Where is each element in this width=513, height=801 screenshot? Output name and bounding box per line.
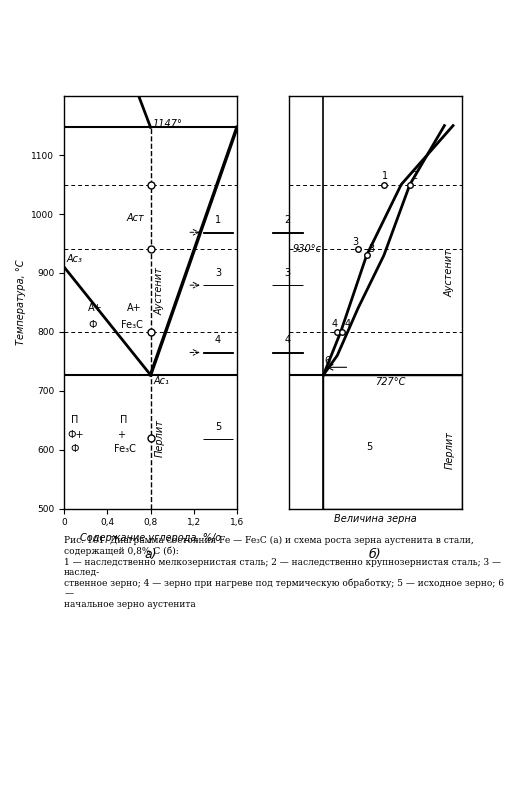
Text: Аcт: Аcт: [127, 213, 145, 223]
Text: 727°С: 727°С: [376, 377, 406, 387]
Text: Аустенит: Аустенит: [444, 249, 455, 297]
Text: 1147°: 1147°: [153, 119, 183, 130]
Text: Ф: Ф: [88, 320, 96, 330]
Text: Перлит: Перлит: [155, 419, 165, 457]
Text: А+: А+: [127, 304, 142, 313]
Text: 4: 4: [344, 320, 350, 329]
Text: 1: 1: [215, 215, 221, 225]
Text: 3: 3: [215, 268, 221, 278]
Text: 5: 5: [215, 422, 221, 432]
Text: 930°с: 930°с: [292, 244, 321, 255]
Text: П: П: [71, 415, 78, 425]
Text: 2: 2: [284, 215, 290, 225]
Text: 4: 4: [284, 336, 290, 345]
Text: 1: 1: [382, 171, 388, 181]
Text: 6: 6: [324, 356, 330, 366]
Text: 5: 5: [367, 442, 373, 452]
Text: +: +: [117, 430, 125, 440]
Text: а): а): [144, 549, 157, 562]
Text: Fe₃C: Fe₃C: [122, 320, 143, 330]
Text: 2: 2: [411, 171, 418, 181]
X-axis label: Содержание углерода, %/о: Содержание углерода, %/о: [80, 533, 221, 543]
Text: А+: А+: [88, 304, 103, 313]
Text: б): б): [369, 549, 382, 562]
Text: Ас₁: Ас₁: [154, 376, 170, 386]
Text: 4: 4: [332, 320, 338, 329]
Text: 3: 3: [353, 236, 359, 247]
Y-axis label: Температура, °С: Температура, °С: [16, 260, 26, 345]
Text: Ас₃: Ас₃: [66, 255, 82, 264]
Bar: [323, 375, 462, 509]
Text: Рис. 101  Диаграмма состояния Fe — Fe₃C (а) и схема роста зерна аустенита в стал: Рис. 101 Диаграмма состояния Fe — Fe₃C (…: [64, 536, 504, 609]
Text: Аустенит: Аустенит: [155, 267, 165, 315]
Text: 3: 3: [368, 244, 374, 255]
Text: Перлит: Перлит: [444, 431, 455, 469]
Text: Ф+: Ф+: [67, 430, 84, 440]
Text: 4: 4: [215, 336, 221, 345]
Text: 3: 3: [284, 268, 290, 278]
Text: Ф: Ф: [71, 445, 79, 454]
X-axis label: Величина зерна: Величина зерна: [334, 514, 417, 525]
Text: Fe₃C: Fe₃C: [114, 445, 136, 454]
Text: П: П: [121, 415, 128, 425]
